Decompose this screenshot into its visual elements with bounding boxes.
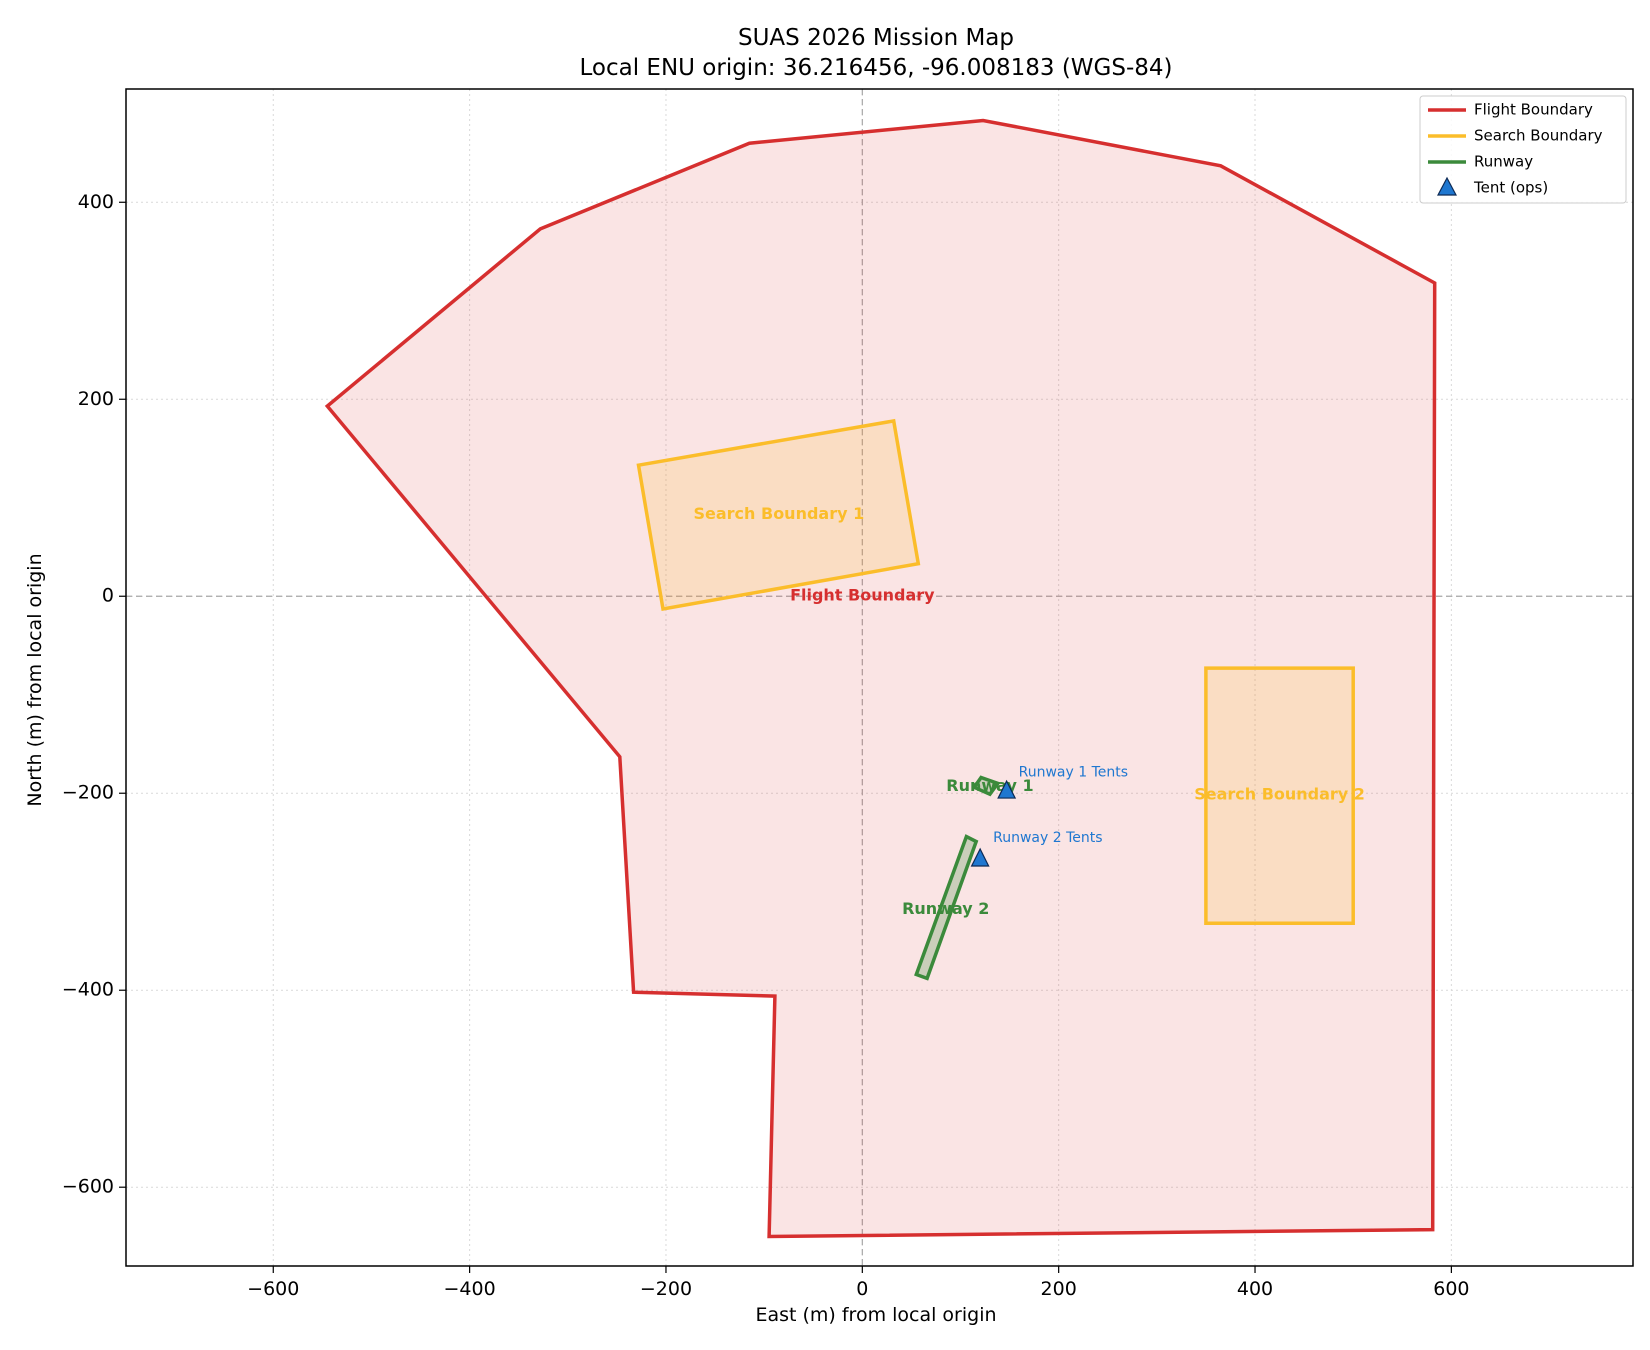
legend-label-tent-ops: Tent (ops)	[1473, 179, 1548, 197]
runway-1-tents-marker	[997, 779, 1017, 799]
legend-label-search-boundary: Search Boundary	[1474, 127, 1603, 145]
y-tick-label: −400	[62, 979, 114, 1001]
x-tick-label: 400	[1237, 1278, 1273, 1300]
runway-1-polygon	[971, 775, 1001, 797]
flight-boundary-polygon	[324, 118, 1437, 1239]
y-tick-label: 200	[78, 388, 114, 410]
search-boundary-1-polygon	[636, 418, 921, 612]
legend-box	[1419, 95, 1627, 204]
legend-swatch-tent-ops	[1437, 176, 1457, 196]
x-tick-label: 200	[1041, 1278, 1077, 1300]
runway-2-tents-marker	[970, 847, 990, 867]
runway-2-tents-label: Runway 2 Tents	[993, 830, 1102, 846]
x-tick-label: −600	[247, 1278, 299, 1300]
x-tick-label: −400	[444, 1278, 496, 1300]
legend: Flight Boundary Search Boundary Runway Tent…	[1419, 95, 1627, 204]
runway-2-polygon	[914, 834, 979, 981]
y-axis-label: North (m) from local origin	[24, 553, 46, 806]
runway-1-tents-label: Runway 1 Tents	[1019, 764, 1128, 780]
plot-frame	[125, 88, 1634, 1267]
legend-label-runway: Runway	[1474, 153, 1533, 171]
x-tick-label: −200	[640, 1278, 692, 1300]
runway-2-label: Runway 2	[902, 899, 989, 918]
y-tick-label: −200	[62, 782, 114, 804]
flight-boundary-label: Flight Boundary	[790, 586, 935, 605]
y-tick-label: 400	[78, 191, 114, 213]
x-tick-label: 0	[856, 1278, 868, 1300]
search-boundary-1-label: Search Boundary 1	[693, 504, 864, 523]
y-tick-label: −600	[62, 1176, 114, 1198]
search-boundary-2-label: Search Boundary 2	[1194, 785, 1365, 804]
chart-subtitle: Local ENU origin: 36.216456, -96.008183 …	[579, 55, 1172, 81]
legend-label-flight-boundary: Flight Boundary	[1474, 101, 1593, 119]
plot-area: Flight Boundary Search Boundary 1 Search B…	[62, 88, 1634, 1300]
y-tick-label: 0	[102, 585, 114, 607]
chart-title: SUAS 2026 Mission Map	[738, 25, 1014, 51]
x-axis-label: East (m) from local origin	[755, 1304, 996, 1326]
search-boundary-2-polygon	[1204, 666, 1355, 925]
x-tick-label: 600	[1433, 1278, 1469, 1300]
